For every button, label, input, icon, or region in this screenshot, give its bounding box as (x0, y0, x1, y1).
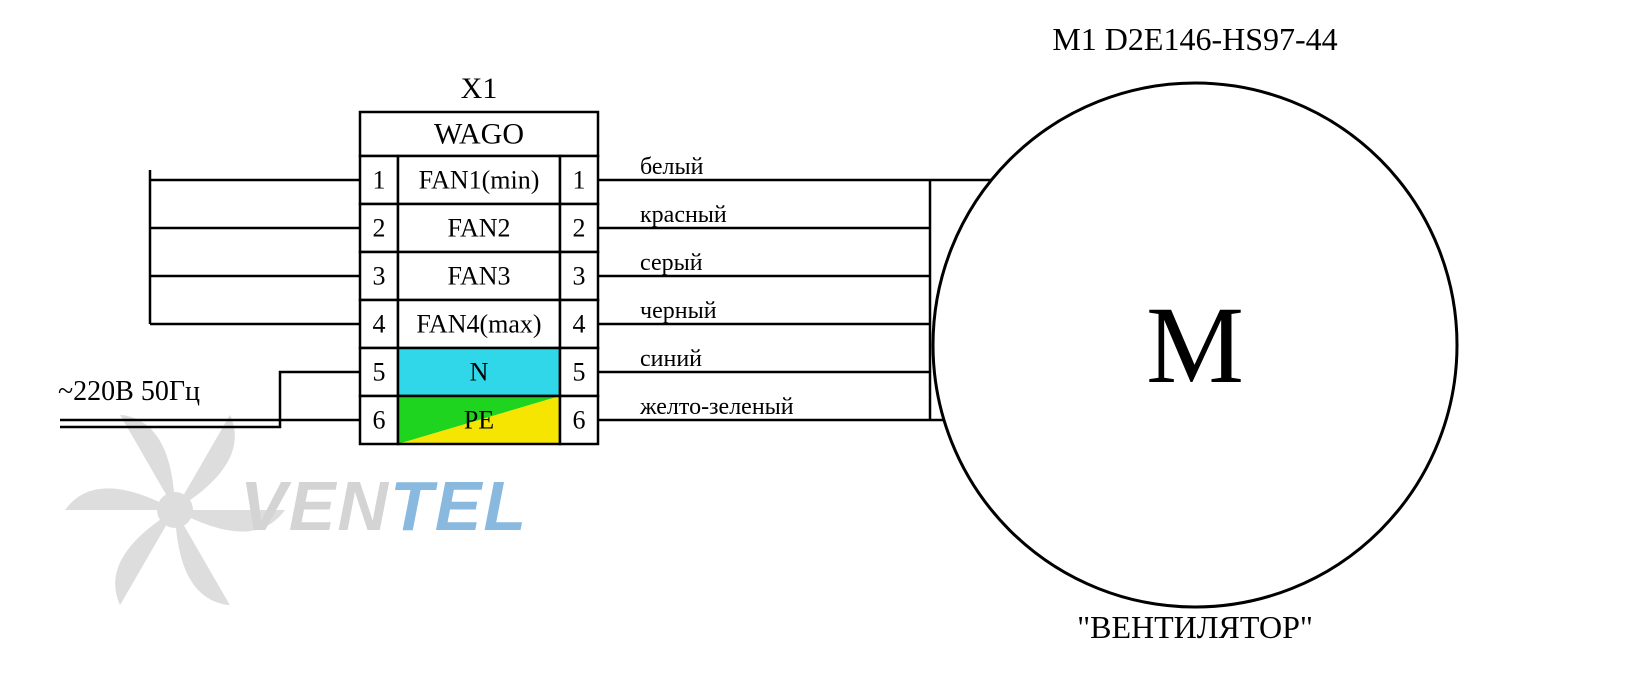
terminal-name: N (470, 358, 489, 387)
terminal-right-num: 1 (573, 166, 586, 195)
terminal-header-label: WAGO (434, 118, 524, 151)
wire-label: красный (640, 202, 727, 228)
terminal-right-num: 6 (573, 406, 586, 435)
terminal-block-label: X1 (461, 72, 498, 105)
wire-label: белый (640, 154, 704, 180)
terminal-right-num: 5 (573, 358, 586, 387)
terminal-left-num: 2 (373, 214, 386, 243)
terminal-left-num: 5 (373, 358, 386, 387)
terminal-left-num: 6 (373, 406, 386, 435)
terminal-right-num: 3 (573, 262, 586, 291)
wire-label: серый (640, 250, 703, 276)
power-label: ~220В 50Гц (58, 376, 200, 407)
motor-caption: "ВЕНТИЛЯТОР" (1077, 609, 1313, 645)
terminal-name: FAN4(max) (416, 310, 541, 339)
terminal-right-num: 2 (573, 214, 586, 243)
terminal-left-num: 4 (373, 310, 386, 339)
motor-title: M1 D2E146-HS97-44 (1052, 21, 1337, 57)
terminal-name: FAN3 (447, 262, 510, 291)
svg-text:VENTEL: VENTEL (240, 467, 528, 545)
wire-label: желто-зеленый (639, 394, 794, 420)
wire-label: синий (640, 346, 702, 372)
terminal-name: PE (464, 406, 494, 435)
terminal-right-num: 4 (573, 310, 586, 339)
terminal-left-num: 3 (373, 262, 386, 291)
terminal-name: FAN2 (447, 214, 510, 243)
motor-letter: M (1146, 284, 1244, 406)
wiring-diagram: VENTEL WAGO X1 1 FAN1(min) 1 2 FAN2 2 3 FAN3 3 4 FAN4… (0, 0, 1638, 697)
terminal-left-num: 1 (373, 166, 386, 195)
terminal-name: FAN1(min) (419, 166, 540, 195)
wire-label: черный (640, 298, 717, 324)
